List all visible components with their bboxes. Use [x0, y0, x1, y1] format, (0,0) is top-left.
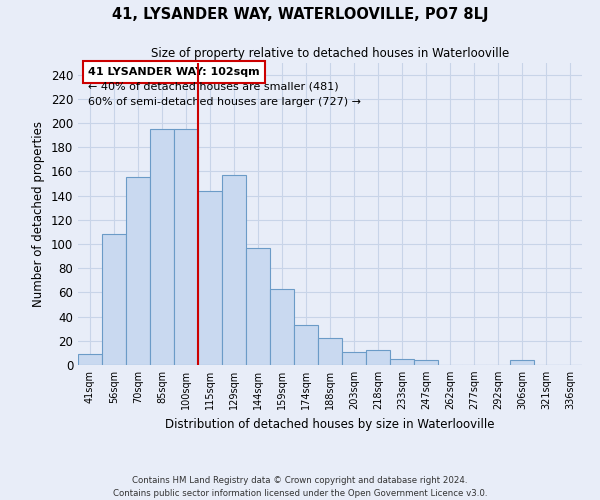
- Bar: [414, 360, 438, 365]
- Bar: [78, 354, 102, 365]
- Bar: [270, 289, 294, 365]
- Bar: [102, 234, 126, 365]
- Bar: [510, 360, 534, 365]
- Bar: [126, 178, 150, 365]
- X-axis label: Distribution of detached houses by size in Waterlooville: Distribution of detached houses by size …: [165, 418, 495, 430]
- Bar: [318, 338, 342, 365]
- Bar: [222, 175, 246, 365]
- Bar: [174, 129, 198, 365]
- Bar: [150, 129, 174, 365]
- Bar: [246, 248, 270, 365]
- Bar: [390, 359, 414, 365]
- Text: 41, LYSANDER WAY, WATERLOOVILLE, PO7 8LJ: 41, LYSANDER WAY, WATERLOOVILLE, PO7 8LJ: [112, 8, 488, 22]
- Text: ← 40% of detached houses are smaller (481)
60% of semi-detached houses are large: ← 40% of detached houses are smaller (48…: [88, 67, 361, 106]
- Bar: [342, 352, 366, 365]
- Text: Contains HM Land Registry data © Crown copyright and database right 2024.
Contai: Contains HM Land Registry data © Crown c…: [113, 476, 487, 498]
- Text: 41 LYSANDER WAY: 102sqm: 41 LYSANDER WAY: 102sqm: [88, 67, 260, 77]
- Bar: [366, 350, 390, 365]
- Bar: [294, 325, 318, 365]
- Bar: [198, 191, 222, 365]
- Y-axis label: Number of detached properties: Number of detached properties: [32, 120, 45, 306]
- Title: Size of property relative to detached houses in Waterlooville: Size of property relative to detached ho…: [151, 47, 509, 60]
